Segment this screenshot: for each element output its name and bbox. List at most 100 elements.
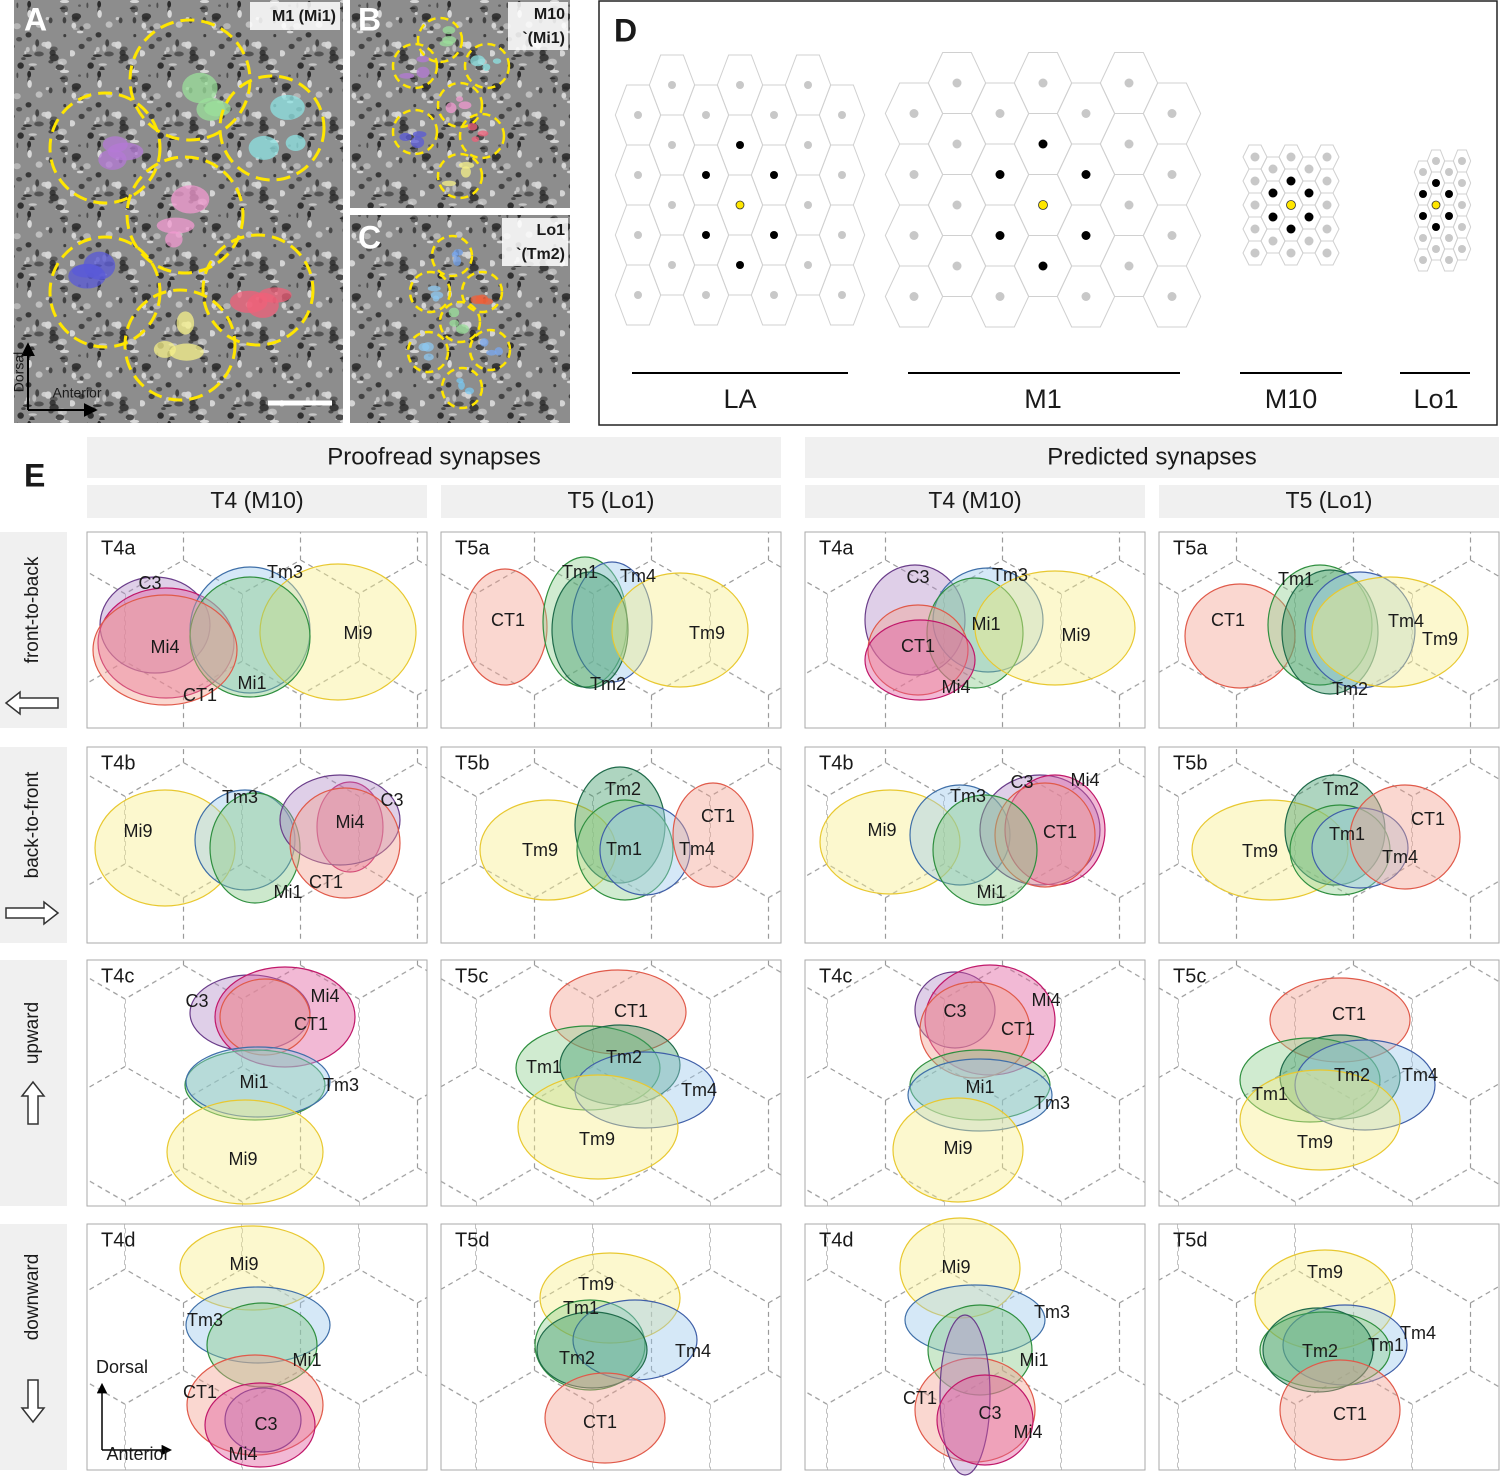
column-dot [1322, 176, 1332, 186]
subpanel-frame [804, 1223, 1146, 1471]
synapse-ellipse [1239, 1069, 1401, 1171]
neuron-label: Mi4 [335, 812, 364, 832]
neuron-blob [464, 387, 475, 395]
column-dot [1250, 248, 1260, 258]
column-header: T4 (M10) [928, 487, 1021, 513]
subpanel-title: T4a [101, 537, 136, 559]
neuron-label: CT1 [491, 610, 525, 630]
hex-grid [441, 1224, 781, 1470]
column-dot [1445, 256, 1453, 264]
neuron-blob [248, 135, 279, 160]
neighbor-dot [1419, 190, 1427, 198]
subpanel-frame [440, 531, 782, 729]
neighbor-dot [1445, 212, 1453, 220]
column-dot [1081, 292, 1091, 301]
hex-grid [805, 747, 1145, 943]
neuron-blob [246, 292, 279, 318]
subpanel-title: T4c [819, 965, 852, 987]
subpanel-frame [804, 959, 1146, 1207]
row-header: back-to-front [22, 771, 43, 878]
synapse-ellipse [1279, 1359, 1401, 1461]
column-dot [1322, 152, 1332, 162]
neuron-label: Mi1 [292, 1350, 321, 1370]
column-outline [468, 328, 512, 372]
synapse-ellipse [536, 1311, 648, 1389]
neuron-label: Tm2 [1302, 1341, 1338, 1361]
neuron-label: Tm9 [1307, 1262, 1343, 1282]
direction-arrow [20, 1379, 46, 1424]
synapse-ellipse [551, 571, 629, 689]
panel-letter: A [24, 1, 47, 37]
synapse-ellipse [462, 568, 548, 686]
column-dot [1081, 109, 1091, 118]
column-outline [436, 81, 484, 129]
neighbor-dot [736, 261, 744, 269]
subpanel-frame [86, 1223, 428, 1471]
neighbor-dot [1432, 223, 1440, 231]
neuron-blob [442, 35, 457, 45]
group-header: Predicted synapses [1047, 443, 1256, 470]
neuron-label: CT1 [1411, 809, 1445, 829]
neuron-blob [479, 338, 489, 347]
neuron-blob [460, 166, 471, 178]
neuron-label: Tm2 [1334, 1065, 1370, 1085]
column-dot [1250, 200, 1260, 210]
neuron-blob [481, 298, 493, 305]
synapse-ellipse [539, 1252, 681, 1344]
synapse-ellipse [574, 766, 666, 884]
synapse-ellipse [166, 1099, 324, 1205]
neuron-blob [471, 136, 480, 142]
column-header-box [1159, 485, 1499, 518]
synapse-ellipse [672, 782, 754, 888]
synapse-ellipse [214, 966, 356, 1068]
neuron-label: Mi1 [273, 882, 302, 902]
column-outline [48, 91, 162, 205]
neuron-label: Tm2 [606, 1047, 642, 1067]
column-dot [838, 231, 846, 239]
neighbor-dot [1268, 212, 1278, 222]
neuron-label: Mi9 [943, 1138, 972, 1158]
neuron-label: CT1 [583, 1412, 617, 1432]
synapse-ellipse [1184, 583, 1296, 689]
em-overlays [48, 16, 512, 410]
neuron-label: Tm3 [950, 786, 986, 806]
synapse-ellipse [907, 1058, 1053, 1132]
column-outline [123, 288, 237, 402]
synapse-ellipse [974, 570, 1136, 686]
neuron-blob [486, 349, 497, 356]
subpanel-frame [440, 959, 782, 1207]
group-header: Proofread synapses [327, 443, 540, 470]
column-header: T5 (Lo1) [1286, 487, 1373, 513]
neuron-label: Mi9 [867, 820, 896, 840]
column-dot [1322, 224, 1332, 234]
neuron-blob [102, 136, 128, 153]
neuron-label: C3 [185, 991, 208, 1011]
neuron-label: Mi9 [1061, 625, 1090, 645]
neighbor-dot [1038, 139, 1048, 149]
neuron-label: CT1 [294, 1014, 328, 1034]
neuron-label: Tm3 [267, 562, 303, 582]
row-header-box [0, 1224, 67, 1470]
neuron-blob [423, 353, 434, 361]
hex-grid [1159, 960, 1499, 1206]
subpanel-title: T4b [101, 752, 135, 774]
neuron-blob [494, 347, 504, 356]
subpanel-frame [1158, 531, 1500, 729]
neuron-blob [412, 131, 427, 138]
subpanel-frame [1158, 746, 1500, 944]
column-outline [440, 366, 484, 410]
header-box [87, 437, 781, 478]
neuron-blob [176, 311, 195, 335]
column-dot [1322, 248, 1332, 258]
column-header-box [441, 485, 781, 518]
neuron-blob [418, 343, 430, 352]
synapse-ellipse [92, 594, 238, 706]
subpanel-frame [440, 746, 782, 944]
subpanel-frame [804, 746, 1146, 944]
neuron-label: C3 [943, 1001, 966, 1021]
panel-frame [598, 0, 1498, 426]
hex-cell [1142, 265, 1202, 328]
column-dot [909, 231, 919, 240]
neuron-label: Tm9 [689, 623, 725, 643]
column-dot [1124, 261, 1134, 271]
